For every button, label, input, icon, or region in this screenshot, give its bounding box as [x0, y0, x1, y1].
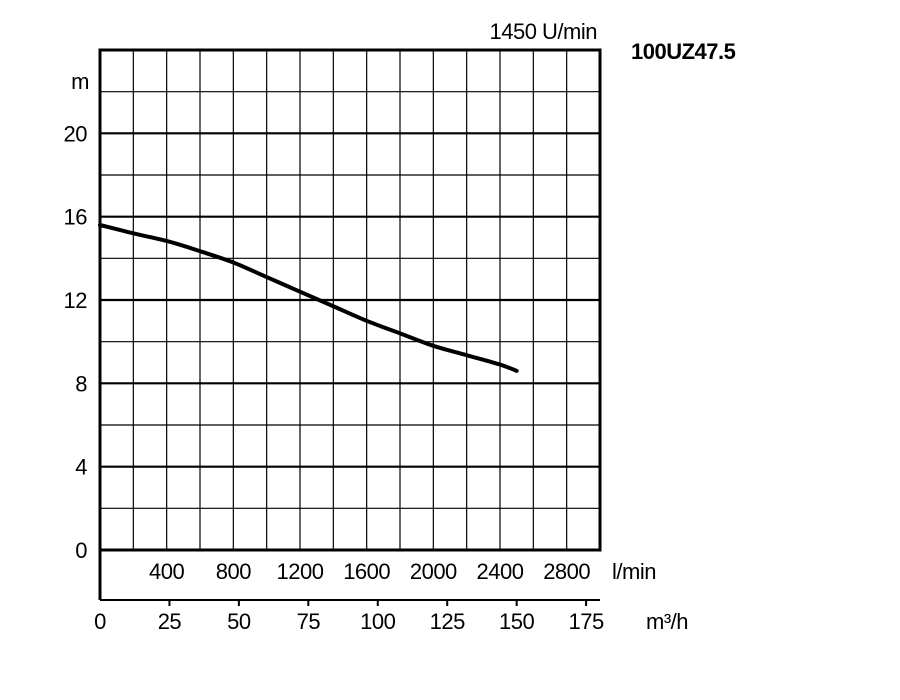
m3h-tick-label: 175 [569, 609, 604, 634]
lmin-unit-label: l/min [612, 559, 656, 584]
y-tick-label: 8 [75, 371, 87, 396]
m3h-tick-label: 100 [360, 609, 395, 634]
y-tick-label: 16 [64, 205, 88, 230]
lmin-tick-label: 2000 [410, 559, 457, 584]
y-tick-labels: 0 4 8 12 16 20 [64, 121, 88, 563]
y-tick-label: 4 [75, 455, 87, 480]
head-flow-curve [98, 223, 519, 373]
m3h-tick-label: 125 [430, 609, 465, 634]
series-group [98, 223, 519, 373]
lmin-tick-label: 400 [149, 559, 184, 584]
m3h-tick-labels: 0 25 50 75 100 125 150 175 [94, 609, 604, 634]
lmin-tick-label: 1600 [343, 559, 390, 584]
m3h-tick-label: 75 [297, 609, 321, 634]
m3h-tick-label: 0 [94, 609, 106, 634]
lmin-tick-label: 1200 [277, 559, 324, 584]
grid-lines [100, 50, 600, 550]
m3h-tick-label: 150 [499, 609, 534, 634]
m3h-tick-label: 50 [227, 609, 251, 634]
m3h-tick-marks [168, 600, 588, 606]
model-label: 100UZ47.5 [631, 39, 736, 64]
y-tick-label: 20 [64, 121, 88, 146]
lmin-tick-labels: 400 800 1200 1600 2000 2400 2800 [149, 559, 591, 584]
m3h-tick-label: 25 [158, 609, 182, 634]
lmin-tick-label: 2800 [543, 559, 590, 584]
y-unit-label: m [71, 69, 89, 94]
y-tick-label: 0 [75, 538, 87, 563]
speed-label: 1450 U/min [489, 19, 597, 44]
lmin-tick-label: 800 [216, 559, 251, 584]
m3h-unit-label: m³/h [646, 609, 688, 634]
lmin-tick-label: 2400 [477, 559, 524, 584]
y-tick-label: 12 [64, 288, 88, 313]
